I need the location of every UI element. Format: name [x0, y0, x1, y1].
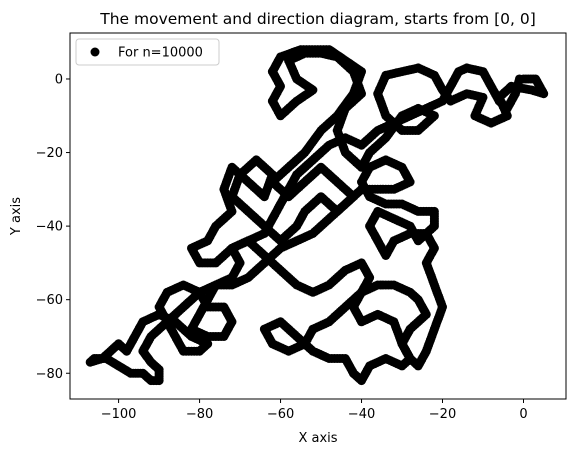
scatter-points — [85, 45, 549, 386]
y-ticks: −80 −60 −40 −20 0 — [36, 72, 70, 382]
x-tick-label: 0 — [519, 407, 527, 422]
x-ticks: −100 −80 −60 −40 −20 0 — [101, 399, 528, 422]
y-tick-label: −60 — [36, 293, 63, 308]
x-tick-label: −60 — [267, 407, 294, 422]
legend-box — [75, 38, 220, 66]
plot-frame — [69, 32, 567, 400]
chart-title: The movement and direction diagram, star… — [99, 10, 536, 28]
x-tick-label: −20 — [429, 407, 456, 422]
x-tick-label: −40 — [348, 407, 375, 422]
x-tick-label: −80 — [186, 407, 213, 422]
y-tick-label: −20 — [36, 146, 63, 161]
y-tick-label: 0 — [55, 72, 63, 87]
legend: For n=10000 — [75, 38, 220, 66]
legend-marker — [90, 47, 100, 57]
x-tick-label: −100 — [101, 407, 137, 422]
legend-label: For n=10000 — [118, 46, 203, 61]
y-tick-label: −40 — [36, 220, 63, 235]
y-axis-label: Y axis — [9, 197, 24, 236]
x-axis-label: X axis — [298, 431, 337, 446]
y-tick-label: −80 — [36, 367, 63, 382]
scatter-point — [514, 74, 524, 84]
